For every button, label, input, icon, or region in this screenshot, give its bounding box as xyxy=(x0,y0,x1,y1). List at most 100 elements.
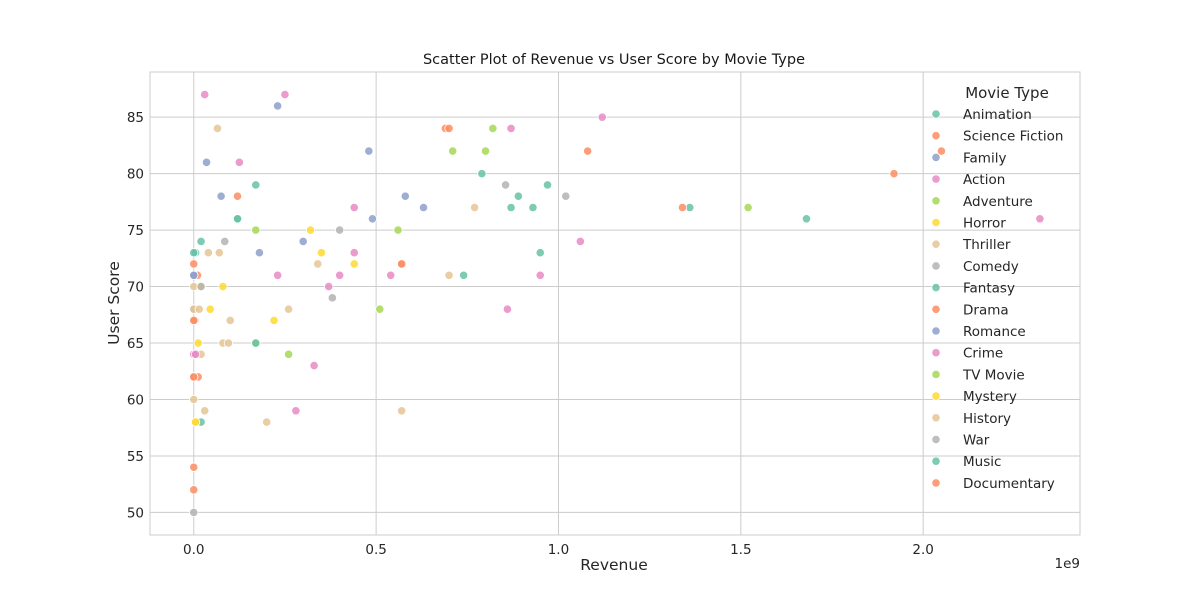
data-point xyxy=(528,202,538,213)
y-tick-label: 85 xyxy=(127,110,144,126)
legend-label: Mystery xyxy=(963,389,1017,405)
data-point xyxy=(1035,214,1045,224)
x-tick-label: 2.0 xyxy=(912,542,933,558)
data-point xyxy=(200,89,210,100)
legend-marker xyxy=(931,326,941,336)
data-point xyxy=(535,248,545,258)
data-point xyxy=(283,349,294,359)
legend-marker xyxy=(931,348,941,358)
y-tick-label: 65 xyxy=(127,336,144,352)
data-point xyxy=(309,361,319,371)
data-points xyxy=(189,89,1045,518)
data-point xyxy=(418,202,429,213)
legend-label: Fantasy xyxy=(963,281,1015,297)
data-point xyxy=(216,191,226,201)
data-point xyxy=(488,123,498,134)
grid-lines xyxy=(150,72,1080,535)
data-point xyxy=(375,304,385,314)
data-point xyxy=(189,462,199,472)
legend-marker xyxy=(931,456,941,466)
data-point xyxy=(542,180,553,190)
data-point xyxy=(234,157,244,167)
legend-marker xyxy=(931,109,941,119)
data-point xyxy=(444,123,454,134)
y-tick-label: 80 xyxy=(127,167,144,183)
data-point xyxy=(397,406,407,416)
data-point xyxy=(232,214,243,224)
data-point xyxy=(189,270,199,280)
data-point xyxy=(335,225,345,235)
legend-marker xyxy=(931,261,941,271)
data-point xyxy=(218,281,228,292)
data-point xyxy=(190,417,201,427)
data-point xyxy=(561,191,571,201)
legend-label: Horror xyxy=(963,216,1006,232)
data-point xyxy=(506,202,516,213)
data-point xyxy=(190,349,201,359)
data-point xyxy=(189,372,199,382)
data-point xyxy=(597,112,607,122)
legend-marker xyxy=(931,434,941,445)
data-point xyxy=(214,248,224,258)
legend-label: Music xyxy=(963,454,1001,470)
data-point xyxy=(254,248,265,258)
legend-label: Comedy xyxy=(963,259,1019,275)
legend-label: Romance xyxy=(963,324,1026,340)
data-point xyxy=(444,270,454,280)
data-point xyxy=(205,304,215,314)
data-point xyxy=(251,225,261,235)
legend-marker xyxy=(931,478,941,488)
data-point xyxy=(262,417,272,427)
legend-label: Science Fiction xyxy=(963,129,1063,145)
data-point xyxy=(801,214,812,224)
legend-marker xyxy=(931,196,941,206)
data-point xyxy=(189,259,199,269)
data-point xyxy=(506,123,516,134)
data-point xyxy=(223,338,234,348)
legend-label: TV Movie xyxy=(962,367,1025,383)
data-point xyxy=(324,281,334,292)
data-point xyxy=(513,191,523,201)
data-point xyxy=(305,225,316,235)
legend-label: Animation xyxy=(963,107,1032,123)
data-point xyxy=(393,225,403,235)
legend-marker xyxy=(931,391,941,401)
data-point xyxy=(251,180,261,190)
y-tick-label: 50 xyxy=(127,505,144,521)
data-point xyxy=(469,202,480,213)
data-point xyxy=(502,304,513,314)
data-point xyxy=(273,270,283,280)
data-point xyxy=(583,146,593,156)
data-point xyxy=(189,507,199,518)
data-point xyxy=(232,191,243,201)
legend-label: Drama xyxy=(963,302,1009,318)
data-point xyxy=(397,259,407,269)
data-point xyxy=(743,202,753,213)
legend-label: Thriller xyxy=(962,237,1011,253)
data-point xyxy=(189,485,199,495)
data-point xyxy=(448,146,458,156)
data-point xyxy=(283,304,294,314)
data-point xyxy=(349,202,359,213)
x-offset-label: 1e9 xyxy=(1055,556,1080,572)
legend-label: War xyxy=(963,433,990,449)
data-point xyxy=(936,146,947,156)
data-point xyxy=(203,248,213,258)
legend-label: Action xyxy=(963,172,1005,188)
y-tick-label: 55 xyxy=(127,449,144,465)
y-tick-label: 60 xyxy=(127,392,144,408)
data-point xyxy=(196,281,206,292)
data-point xyxy=(251,338,261,348)
data-point xyxy=(480,146,491,156)
data-point xyxy=(196,236,206,246)
data-point xyxy=(677,202,688,213)
data-point xyxy=(477,169,487,179)
data-point xyxy=(194,304,204,314)
data-point xyxy=(201,157,212,167)
legend-marker xyxy=(931,369,941,379)
legend-marker xyxy=(931,217,941,228)
y-tick-label: 70 xyxy=(127,280,144,296)
data-point xyxy=(298,236,308,246)
